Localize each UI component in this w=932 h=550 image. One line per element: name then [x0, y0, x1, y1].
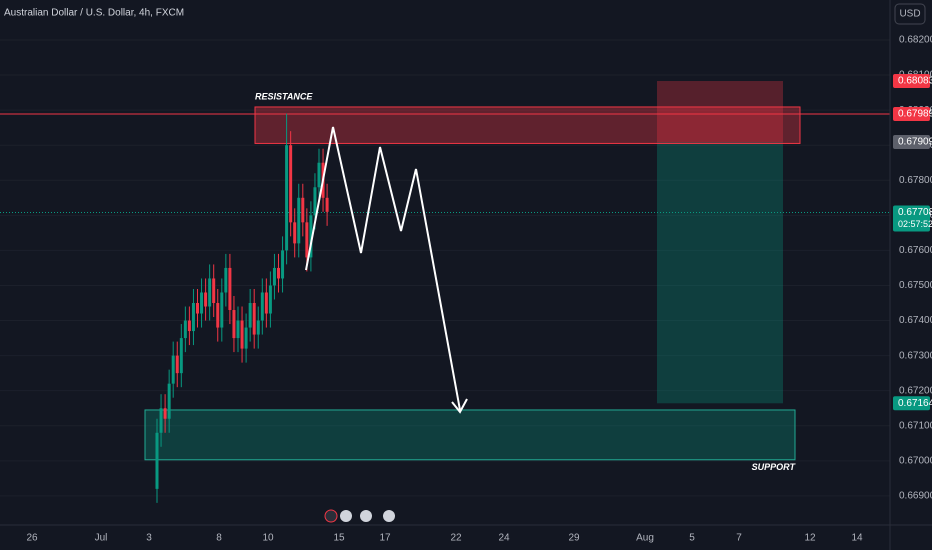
candle-body: [183, 320, 187, 339]
x-tick-label: 14: [851, 533, 863, 544]
price-tag: [893, 135, 930, 150]
candle-body: [163, 408, 167, 419]
y-tick-label: 0.67200: [899, 385, 932, 396]
x-tick-label: 17: [379, 533, 391, 544]
currency[interactable]: USD: [899, 9, 920, 20]
candle-body: [325, 197, 329, 212]
x-tick-label: Aug: [636, 533, 654, 544]
candle-body: [191, 303, 195, 332]
candle-body: [240, 320, 244, 349]
support-zone: [144, 409, 796, 461]
candle-body: [289, 145, 293, 223]
x-tick-label: 10: [262, 533, 274, 544]
price-tag: [893, 396, 930, 411]
candle-body: [171, 355, 175, 384]
resistance-zone: [254, 106, 801, 144]
price-tag-label: 0.67989: [898, 109, 932, 120]
candle-body: [204, 292, 208, 307]
candle-body: [224, 267, 228, 293]
x-tick-label: 7: [736, 533, 742, 544]
candle-body: [305, 222, 309, 258]
candle-body: [175, 355, 179, 374]
x-tick-label: 24: [498, 533, 510, 544]
y-tick-label: 0.67600: [899, 245, 932, 256]
candle-body: [228, 267, 232, 311]
countdown: 02:57:52: [898, 219, 932, 229]
candle-body: [264, 292, 268, 314]
x-tick-label: Jul: [95, 533, 108, 544]
candle-body: [220, 292, 224, 328]
event-icons[interactable]: [324, 509, 395, 523]
y-tick-label: 0.67500: [899, 280, 932, 291]
price-tag-label: 0.67164: [898, 398, 932, 409]
x-tick-label: 29: [568, 533, 580, 544]
candle-body: [256, 320, 260, 335]
x-tick-label: 5: [689, 533, 695, 544]
candle-body: [212, 278, 216, 304]
y-tick-label: 0.67800: [899, 175, 932, 186]
candle-body: [281, 250, 285, 279]
support-label: SUPPORT: [752, 462, 797, 472]
candle-body: [196, 303, 199, 314]
candle-body: [313, 187, 317, 216]
price-tag: [893, 205, 930, 232]
candle-body: [167, 383, 171, 419]
arrow-head: [451, 398, 468, 414]
candle-body: [272, 267, 276, 286]
candle-body: [200, 292, 204, 314]
y-tick-label: 0.67400: [899, 315, 932, 326]
resistance-label: RESISTANCE: [255, 91, 313, 101]
candle-body: [285, 145, 289, 251]
y-tick-label: 0.68200: [899, 35, 932, 46]
candle-body: [179, 338, 183, 374]
candle-body: [232, 310, 236, 339]
candle-body: [248, 303, 252, 328]
price-tag-label: 0.67909: [898, 137, 932, 148]
y-tick-label: 0.67100: [899, 420, 932, 431]
y-tick-label: 0.67000: [899, 455, 932, 466]
candle-body: [187, 320, 191, 332]
x-tick-label: 8: [216, 533, 222, 544]
price-tag: [893, 106, 930, 121]
candle-body: [317, 162, 321, 188]
candle-body: [293, 222, 297, 244]
projection-path: [305, 126, 461, 411]
price-tag-label: 0.68083: [898, 76, 932, 87]
candle-body: [244, 327, 248, 349]
candle-body: [159, 408, 163, 433]
currency-button[interactable]: [894, 3, 926, 25]
candle-body: [277, 267, 280, 279]
position-risk: [657, 81, 783, 143]
chart-title: Australian Dollar / U.S. Dollar, 4h, FXC…: [4, 8, 184, 19]
x-tick-label: 26: [26, 533, 38, 544]
x-tick-label: 3: [146, 533, 152, 544]
candle-body: [252, 303, 256, 335]
candle-body: [260, 292, 264, 321]
candle-body: [155, 432, 159, 489]
y-tick-label: 0.67300: [899, 350, 932, 361]
candle-body: [268, 285, 272, 314]
candle-body: [208, 278, 212, 307]
price-tag: [893, 74, 930, 89]
x-tick-label: 15: [333, 533, 345, 544]
candle-body: [216, 303, 220, 328]
candle-body: [301, 197, 305, 223]
candle-body: [309, 215, 313, 258]
x-tick-label: 12: [804, 533, 816, 544]
price-tag-label: 0.67708: [898, 207, 932, 218]
x-tick-label: 22: [450, 533, 462, 544]
y-tick-label: 0.66900: [899, 491, 932, 502]
candle-body: [236, 320, 240, 339]
position-reward: [657, 142, 783, 404]
candle-body: [297, 197, 301, 244]
